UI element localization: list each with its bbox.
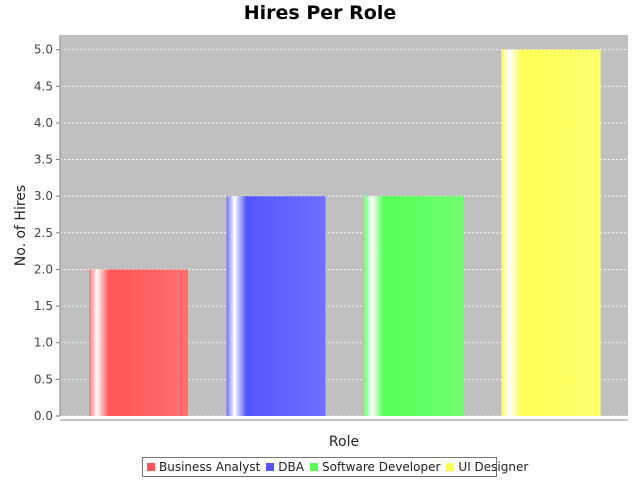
y-tick-label: 1.5: [34, 299, 53, 313]
legend-swatch: [266, 463, 275, 471]
bar-ui-designer: [501, 49, 601, 417]
axes: [59, 35, 628, 421]
legend: Business Analyst DBA Software Developer UI …: [142, 457, 528, 477]
bar-dba: [226, 196, 326, 416]
y-tick-label: 5.0: [34, 43, 53, 57]
legend-label: Business Analyst: [159, 460, 261, 474]
legend-item: Business Analyst: [147, 460, 260, 474]
legend-label: DBA: [278, 460, 304, 474]
chart-title: Hires Per Role: [243, 2, 397, 24]
legend-swatch: [446, 463, 455, 471]
y-tick-label: 4.0: [34, 116, 53, 130]
legend-item: UI Designer: [446, 460, 528, 474]
y-tick-label: 0.0: [34, 409, 53, 423]
y-tick-label: 3.0: [34, 189, 53, 203]
x-axis-title: Role: [329, 434, 359, 450]
y-axis-title: No. of Hires: [13, 185, 29, 266]
legend-item: Software Developer: [309, 460, 441, 474]
y-tick-label: 0.5: [34, 372, 53, 386]
y-tick-label: 2.5: [34, 226, 53, 240]
legend-label: UI Designer: [458, 460, 529, 474]
legend-swatch: [309, 463, 318, 471]
y-tick-label: 1.0: [34, 336, 53, 350]
bar-business-analyst: [89, 269, 188, 416]
legend-item: DBA: [266, 460, 304, 474]
bars: [89, 49, 601, 417]
y-tick-label: 3.5: [34, 153, 53, 167]
y-tick-label: 2.0: [34, 262, 53, 276]
bar-software-developer: [364, 196, 463, 416]
y-ticks: 0.0 0.5 1.0 1.5 2.0 2.5 3.0 3.5 4.0 4.5 5.0: [34, 43, 60, 423]
legend-swatch: [147, 463, 155, 471]
y-tick-label: 4.5: [34, 79, 53, 93]
legend-label: Software Developer: [321, 460, 441, 474]
